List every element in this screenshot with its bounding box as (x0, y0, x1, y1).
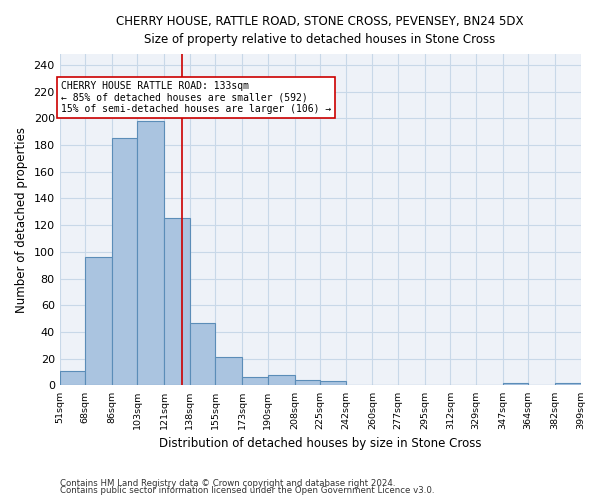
Bar (320, 382, 346, 386)
Bar (112, 138, 137, 386)
Bar (137, 121, 164, 386)
Y-axis label: Number of detached properties: Number of detached properties (15, 127, 28, 313)
Bar (268, 374, 295, 386)
Bar (190, 322, 215, 386)
Bar (503, 383, 528, 386)
Bar (295, 380, 320, 386)
Title: CHERRY HOUSE, RATTLE ROAD, STONE CROSS, PEVENSEY, BN24 5DX
Size of property rela: CHERRY HOUSE, RATTLE ROAD, STONE CROSS, … (116, 15, 524, 46)
Text: Contains public sector information licensed under the Open Government Licence v3: Contains public sector information licen… (60, 486, 434, 495)
Bar (555, 383, 581, 386)
Bar (215, 358, 242, 386)
Text: Contains HM Land Registry data © Crown copyright and database right 2024.: Contains HM Land Registry data © Crown c… (60, 478, 395, 488)
Bar (59, 370, 85, 386)
X-axis label: Distribution of detached houses by size in Stone Cross: Distribution of detached houses by size … (159, 437, 481, 450)
Bar (164, 218, 190, 386)
Bar (242, 378, 268, 386)
Bar (85, 257, 112, 386)
Text: CHERRY HOUSE RATTLE ROAD: 133sqm
← 85% of detached houses are smaller (592)
15% : CHERRY HOUSE RATTLE ROAD: 133sqm ← 85% o… (61, 81, 331, 114)
